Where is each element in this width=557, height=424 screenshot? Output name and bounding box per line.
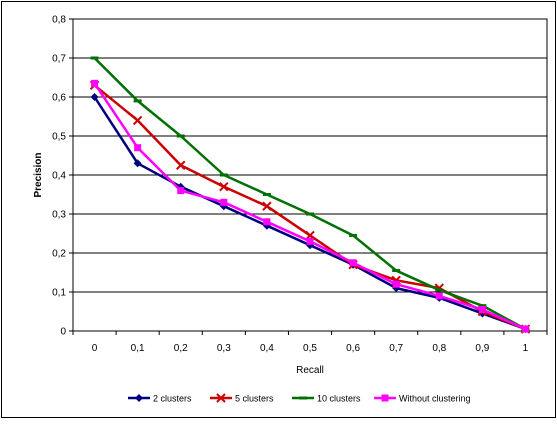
x-tick-label: 0,2 (174, 343, 188, 354)
y-tick-label: 0,4 (52, 171, 66, 182)
legend-2-clusters-point (135, 394, 143, 402)
legend-without-clustering: Without clustering (374, 394, 471, 404)
x-tick-label: 0,1 (131, 343, 145, 354)
series-5-clusters-point (176, 160, 186, 170)
x-tick-label: 0,5 (303, 343, 317, 354)
y-tick-label: 0 (60, 327, 66, 338)
y-tick-label: 0,2 (52, 249, 66, 260)
y-tick-label: 0,5 (52, 132, 66, 143)
legend-10-clusters-label: 10 clusters (317, 394, 361, 404)
series-without-clustering-point (263, 218, 271, 226)
legend-5-clusters-label: 5 clusters (235, 394, 274, 404)
legend-5-clusters: 5 clusters (210, 393, 274, 404)
y-tick-label: 0,1 (52, 288, 66, 299)
series-without-clustering-point (220, 198, 228, 206)
series-without-clustering-point (177, 187, 185, 195)
series-2-clusters-point (90, 93, 99, 101)
x-axis-title: Recall (296, 365, 324, 376)
y-tick-label: 0,8 (52, 15, 66, 26)
series-without-clustering-point (521, 325, 529, 333)
series-5-clusters-point (219, 181, 229, 192)
x-tick-label: 0,9 (475, 343, 489, 354)
series-without-clustering (91, 79, 529, 333)
series-without-clustering-point (349, 259, 357, 267)
series-5-clusters-point (132, 115, 143, 126)
x-tick-label: 1 (523, 343, 529, 354)
series-without-clustering-point (91, 79, 99, 87)
y-tick-label: 0,3 (52, 210, 66, 221)
x-tick-label: 0,8 (432, 343, 446, 354)
x-tick-label: 0,3 (217, 343, 231, 354)
legend-without-clustering-label: Without clustering (399, 394, 471, 404)
series-2-clusters-point (133, 159, 142, 168)
x-tick-label: 0,6 (346, 343, 360, 354)
y-tick-label: 0,7 (52, 54, 66, 65)
series-without-clustering-point (134, 144, 142, 152)
x-tick-label: 0 (92, 343, 98, 354)
x-tick-label: 0,7 (389, 343, 403, 354)
series-without-clustering-point (478, 306, 486, 314)
series-without-clustering-point (306, 237, 314, 245)
y-tick-label: 0,6 (52, 93, 66, 104)
legend-5-clusters-point (216, 393, 226, 403)
legend-without-clustering-point (381, 394, 389, 402)
series-without-clustering-point (435, 292, 443, 300)
legend-2-clusters: 2 clusters (128, 394, 192, 404)
x-tick-label: 0,4 (260, 343, 274, 354)
legend-2-clusters-label: 2 clusters (153, 394, 192, 404)
chart-border (1, 1, 556, 418)
series-5-clusters-point (262, 201, 272, 211)
legend-10-clusters: 10 clusters (292, 394, 361, 404)
series-without-clustering-point (392, 280, 400, 288)
y-axis-title: Precision (33, 152, 44, 197)
